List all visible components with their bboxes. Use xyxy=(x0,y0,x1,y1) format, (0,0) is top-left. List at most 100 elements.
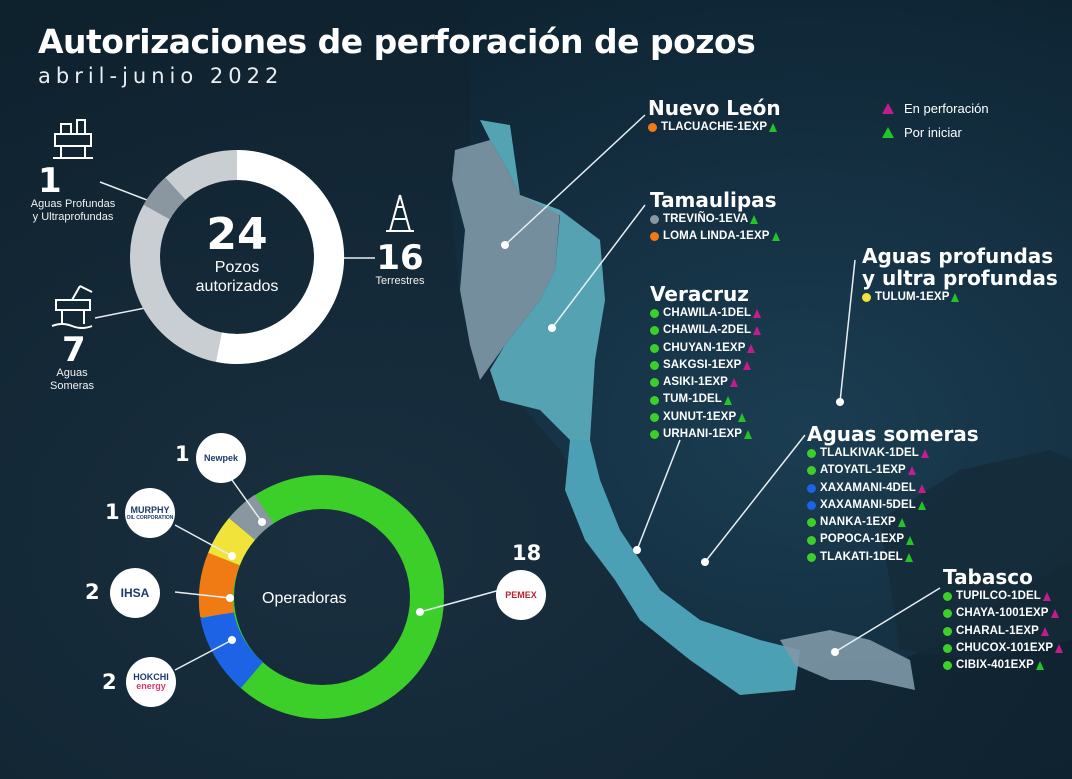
region-name: Aguas someras xyxy=(807,422,979,446)
page-title: Autorizaciones de perforación de pozos xyxy=(38,22,756,61)
well-item: XUNUT-1EXP xyxy=(650,409,761,426)
well-name: TREVIÑO-1EVA xyxy=(663,213,749,225)
aguas-profundas-label: Aguas Profundas y Ultraprofundas xyxy=(30,198,116,223)
status-triangle-icon xyxy=(917,501,926,511)
well-name: TUM-1DEL xyxy=(663,393,722,406)
operator-dot-icon xyxy=(807,518,816,528)
well-item: CHARAL-1EXP xyxy=(943,623,1063,640)
well-name: TLACUACHE-1EXP xyxy=(661,121,768,133)
op-segment-blue xyxy=(200,611,264,688)
status-triangle-icon xyxy=(769,123,778,133)
operator-dot-icon xyxy=(650,361,659,371)
operator-dot-icon xyxy=(650,326,659,336)
status-triangle-icon xyxy=(743,361,752,371)
legend-por-iniciar-label: Por iniciar xyxy=(904,125,962,140)
status-triangle-icon xyxy=(920,449,929,459)
operator-dot-icon xyxy=(807,501,816,511)
aguas-someras-count: 7 xyxy=(62,330,86,370)
aguas-someras-label: Aguas Someras xyxy=(49,367,95,392)
op-count-ihsa: 2 xyxy=(85,580,100,604)
well-item: POPOCA-1EXP xyxy=(807,531,979,548)
operator-dot-icon xyxy=(650,395,659,405)
op-count-newpek: 1 xyxy=(175,442,190,466)
murphy-logo: MURPHY OIL CORPORATION xyxy=(125,488,175,538)
status-triangle-icon xyxy=(747,343,756,353)
region-name: Tamaulipas xyxy=(650,188,777,212)
well-item: TLALKIVAK-1DEL xyxy=(807,445,979,462)
triangle-magenta-icon xyxy=(882,103,894,114)
derrick-icon xyxy=(386,194,414,232)
well-item: CHAWILA-1DEL xyxy=(650,305,762,322)
tabasco-region xyxy=(780,630,915,690)
tamaulipas-region xyxy=(480,120,605,440)
region-tamaulipas: Tamaulipas TREVIÑO-1EVA LOMA LINDA-1EXP xyxy=(650,189,780,246)
op-count-hokchi: 2 xyxy=(102,670,117,694)
well-item: TLAKATI-1DEL xyxy=(807,549,979,566)
operator-dot-icon xyxy=(650,412,659,422)
well-name: CHUYAN-1EXP xyxy=(663,341,746,354)
well-item: TULUM-1EXP xyxy=(862,289,1058,306)
well-name: TLALKIVAK-1DEL xyxy=(820,447,919,459)
op-count-murphy: 1 xyxy=(105,500,120,524)
hokchi-logo-text: HOKCHI xyxy=(133,672,169,682)
status-triangle-icon xyxy=(1035,661,1044,671)
operator-dot-icon xyxy=(648,123,657,133)
well-item: URHANI-1EXP xyxy=(650,426,761,443)
page-subtitle: abril-junio 2022 xyxy=(38,64,284,88)
well-item: TLACUACHE-1EXP xyxy=(648,119,781,136)
region-name-line2: y ultra profundas xyxy=(862,266,1058,290)
operator-dot-icon xyxy=(943,661,952,671)
status-triangle-icon xyxy=(917,483,926,493)
well-name: ATOYATL-1EXP xyxy=(820,464,906,477)
ihsa-logo: IHSA xyxy=(110,568,160,618)
well-name: URHANI-1EXP xyxy=(663,428,743,441)
operator-dot-icon xyxy=(862,293,871,303)
region-name: Tabasco xyxy=(943,565,1033,589)
well-item: CIBIX-401EXP xyxy=(943,657,1063,674)
well-name: CHAWILA-1DEL xyxy=(663,307,752,319)
operator-dot-icon xyxy=(650,309,659,319)
well-name: CHUCOX-101EXP xyxy=(956,641,1054,654)
newpek-logo-text: Newpek xyxy=(203,452,238,463)
region-veracruz: Veracruz CHAWILA-1DEL CHAWILA-2DEL CHUYAN-… xyxy=(650,283,762,443)
pemex-logo: PEMEX xyxy=(496,570,546,620)
operator-dot-icon xyxy=(943,609,952,619)
status-triangle-icon xyxy=(729,378,738,388)
total-count: 24 xyxy=(206,209,268,260)
well-name: CHAWILA-2DEL xyxy=(663,324,752,337)
region-aguas-profundas: Aguas profundas y ultra profundas TULUM-… xyxy=(862,245,1058,306)
well-item: TREVIÑO-1EVA xyxy=(650,211,780,228)
well-item: ATOYATL-1EXP xyxy=(807,462,979,479)
pemex-logo-text: PEMEX xyxy=(505,589,537,600)
op-segment-gray xyxy=(228,494,275,541)
well-name: SAKGSI-1EXP xyxy=(663,358,742,371)
status-triangle-icon xyxy=(750,215,759,225)
aguas-profundas-count: 1 xyxy=(38,161,62,201)
status-triangle-icon xyxy=(904,552,913,562)
status-triangle-icon xyxy=(1055,644,1064,654)
well-item: CHUYAN-1EXP xyxy=(650,340,761,357)
donut-segment-terrestres xyxy=(216,150,345,364)
status-triangle-icon xyxy=(1042,592,1051,602)
operator-dot-icon xyxy=(943,626,952,636)
well-name: TULUM-1EXP xyxy=(875,291,950,303)
operadoras-leaders xyxy=(174,479,501,671)
well-item: TUPILCO-1DEL xyxy=(943,588,1063,605)
well-name: NANKA-1EXP xyxy=(820,516,896,529)
op-count-pemex: 18 xyxy=(512,541,542,565)
well-name: XAXAMANI-4DEL xyxy=(820,481,916,494)
operator-dot-icon xyxy=(943,644,952,654)
platform-icon xyxy=(53,119,93,159)
operator-dot-icon xyxy=(650,378,659,388)
well-item: CHAYA-1001EXP xyxy=(943,605,1063,622)
well-name: LOMA LINDA-1EXP xyxy=(663,230,770,243)
status-triangle-icon xyxy=(771,232,780,242)
ihsa-logo-text: IHSA xyxy=(120,585,150,600)
well-name: CIBIX-401EXP xyxy=(956,659,1034,672)
well-item: XAXAMANI-5DEL xyxy=(807,497,979,514)
status-triangle-icon xyxy=(951,293,960,303)
well-item: CHUCOX-101EXP xyxy=(943,640,1064,657)
veracruz-region xyxy=(565,440,800,695)
well-name: XUNUT-1EXP xyxy=(663,410,737,423)
